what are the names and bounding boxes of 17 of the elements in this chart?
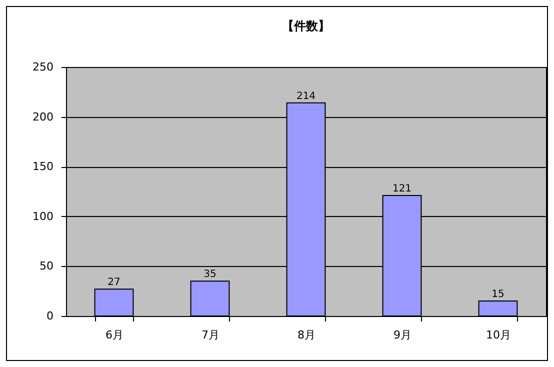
y-tick-label: 50 <box>40 260 54 273</box>
x-tick-label: 7月 <box>202 328 220 342</box>
data-label: 121 <box>392 183 412 194</box>
chart-title: 【件数】 <box>282 19 330 33</box>
data-label: 27 <box>108 277 120 288</box>
data-label: 35 <box>204 269 216 280</box>
y-tick-label: 0 <box>46 310 54 322</box>
x-tick-label: 6月 <box>106 328 124 342</box>
x-tick-label: 10月 <box>486 328 511 342</box>
y-tick-label: 150 <box>32 160 54 174</box>
x-tick-label: 8月 <box>298 328 316 342</box>
y-tick-label: 200 <box>32 110 54 124</box>
y-tick-label: 100 <box>32 210 54 223</box>
data-label: 214 <box>296 90 316 102</box>
y-tick-label: 250 <box>32 60 54 74</box>
data-label: 15 <box>492 289 504 300</box>
x-tick-label: 9月 <box>394 328 412 342</box>
